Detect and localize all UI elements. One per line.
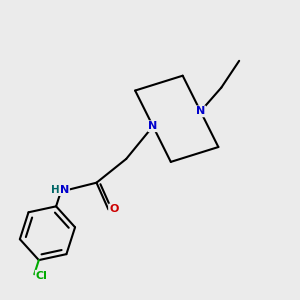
Text: O: O: [109, 204, 119, 214]
Text: N: N: [60, 185, 69, 195]
Text: N: N: [148, 121, 158, 131]
Text: N: N: [196, 106, 205, 116]
Text: H: H: [50, 185, 59, 195]
Text: Cl: Cl: [36, 271, 48, 281]
